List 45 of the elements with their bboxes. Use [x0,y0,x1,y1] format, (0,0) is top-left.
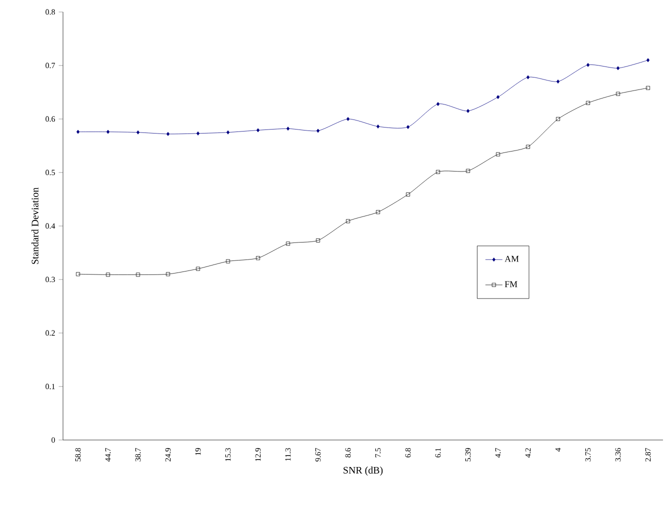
point [226,130,230,134]
point [436,170,440,174]
point [556,117,560,121]
point [646,58,650,62]
x-axis-title: SNR (dB) [344,466,383,476]
point [316,238,320,242]
point [586,100,590,105]
point [406,192,410,196]
point [496,95,500,100]
point [196,131,200,136]
point [76,130,80,134]
point [466,108,470,113]
point [616,92,620,96]
point [526,144,530,149]
point [406,125,410,130]
y-axis-title: Standard Deviation [31,188,38,264]
point [346,219,350,224]
point [166,132,170,136]
point [166,272,170,276]
point [76,272,80,276]
point [346,117,350,121]
point [106,272,110,277]
legend-label: AM [504,256,519,262]
point [496,152,500,156]
line-series [76,86,650,277]
point [466,168,470,173]
point [226,259,230,264]
point [376,210,380,214]
point [316,128,320,133]
point [286,242,290,246]
point [436,102,440,106]
point [616,66,620,70]
point [526,75,530,80]
point [586,62,590,67]
point [136,272,140,277]
point [646,86,650,90]
point [106,130,110,134]
point [286,126,290,131]
point [376,124,380,128]
point [256,256,260,260]
point [136,130,140,134]
legend-label: FM [504,281,518,288]
point [196,266,200,271]
point [256,128,260,132]
point [556,80,560,84]
